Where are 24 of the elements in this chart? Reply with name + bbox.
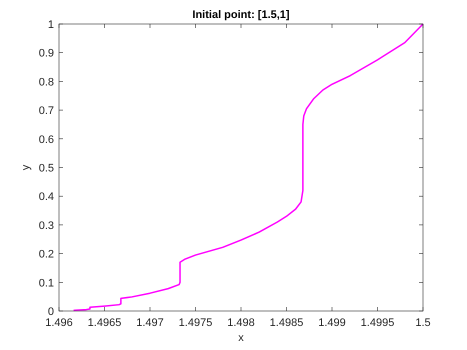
y-tick-label: 0.2 [38,248,54,261]
y-tick-label: 0 [48,306,54,318]
y-tick-label: 1 [48,19,54,31]
y-tick-label: 0.9 [38,48,54,60]
x-tick-label: 1.496 [45,317,73,329]
x-axis-title: x [238,332,244,344]
y-tick-label: 0.8 [38,76,54,88]
x-tick-label: 1.499 [318,317,346,329]
x-tick-label: 1.4975 [178,317,212,329]
x-tick-label: 1.4985 [270,317,304,329]
x-tick-label: 1.4965 [88,317,122,329]
x-tick-label: 1.497 [136,317,164,329]
y-tick-label: 0.4 [38,191,54,204]
x-tick-label: 1.5 [415,317,431,329]
y-tick-label: 0.7 [38,105,54,118]
x-tick-label: 1.498 [227,317,255,329]
y-tick-label: 0.1 [38,277,54,290]
x-tick-label: 1.4995 [360,317,394,329]
chart-title: Initial point: [1.5,1] [192,9,290,21]
line-series [72,23,424,312]
y-tick-label: 0.5 [38,162,54,174]
y-axis-title: y [20,164,32,170]
y-tick-label: 0.6 [38,134,54,146]
y-tick-label: 0.3 [38,220,54,232]
